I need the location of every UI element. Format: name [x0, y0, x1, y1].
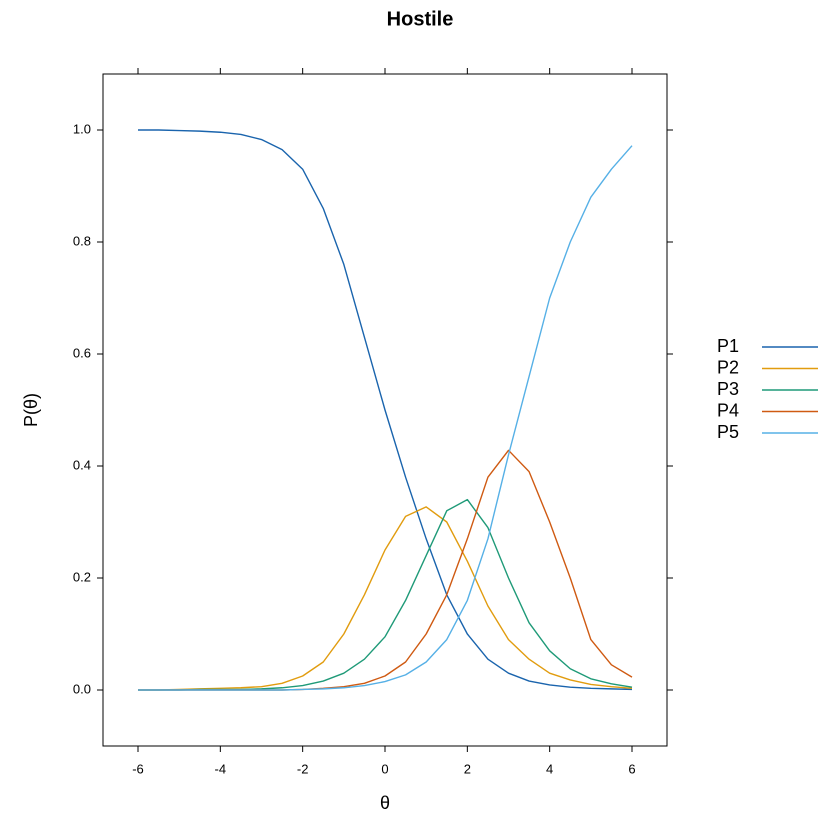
chart-title: Hostile	[387, 8, 454, 30]
series-line	[137, 145, 633, 691]
y-tick-label: 0.8	[73, 233, 91, 248]
x-tick-label: 4	[546, 761, 553, 776]
y-axis-label: P(θ)	[21, 393, 41, 427]
series-line	[137, 129, 633, 691]
y-tick-label: 0.2	[73, 569, 91, 584]
x-tick-label: 0	[381, 761, 388, 776]
series-line	[137, 506, 633, 691]
y-tick-label: 0.6	[73, 345, 91, 360]
x-axis-label: θ	[380, 793, 390, 813]
series-line	[137, 449, 633, 691]
y-tick-label: 0.0	[73, 681, 91, 696]
x-tick-label: -2	[297, 761, 309, 776]
series-line	[137, 498, 633, 691]
legend-label: P2	[717, 357, 739, 377]
x-tick-label: 6	[628, 761, 635, 776]
legend-label: P5	[717, 422, 739, 442]
legend-label: P4	[717, 400, 739, 420]
x-tick-label: 2	[464, 761, 471, 776]
legend-label: P3	[717, 379, 739, 399]
x-tick-label: -4	[215, 761, 227, 776]
y-tick-label: 0.4	[73, 457, 91, 472]
legend-label: P1	[717, 336, 739, 356]
x-tick-label: -6	[132, 761, 144, 776]
y-tick-label: 1.0	[73, 121, 91, 136]
